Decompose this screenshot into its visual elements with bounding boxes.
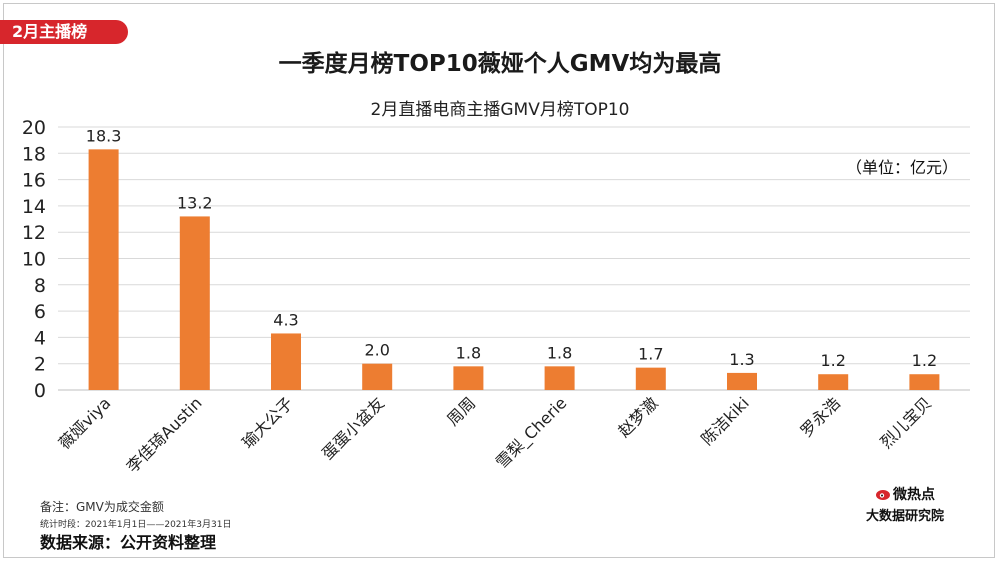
chart-subtitle: 2月直播电商主播GMV月榜TOP10 — [370, 100, 630, 120]
data-label: 4.3 — [273, 310, 298, 329]
brand-line1: 微热点 — [893, 487, 935, 503]
remark-note: 备注：GMV为成交金额 — [40, 500, 164, 514]
y-tick-label: 20 — [22, 117, 46, 139]
source-note: 数据来源：公开资料整理 — [40, 533, 217, 552]
y-tick-label: 10 — [22, 249, 46, 271]
y-tick-label: 2 — [34, 354, 46, 376]
bar — [88, 149, 119, 390]
y-tick-label: 18 — [22, 143, 46, 165]
data-label: 1.2 — [912, 351, 937, 370]
y-tick-label: 16 — [22, 170, 46, 192]
y-tick-label: 6 — [34, 301, 46, 323]
section-tag: 2月主播榜 — [0, 20, 128, 44]
y-tick-label: 0 — [34, 380, 46, 402]
y-tick-label: 8 — [34, 275, 46, 297]
slide-frame — [3, 3, 995, 558]
x-tick-label: 烈儿宝贝 — [877, 393, 936, 452]
x-tick-label: 赵梦澈 — [614, 393, 661, 440]
x-tick-label: 雪梨_Cherie — [492, 393, 571, 472]
bar — [635, 367, 666, 390]
bar — [179, 216, 210, 390]
brand-logo: 微热点 大数据研究院 — [866, 484, 944, 524]
data-label: 2.0 — [364, 341, 389, 360]
brand-line2: 大数据研究院 — [866, 509, 945, 524]
bar — [818, 374, 849, 390]
bar — [362, 363, 393, 390]
data-label: 1.8 — [547, 343, 572, 362]
bar — [909, 374, 940, 390]
x-tick-label: 薇娅viya — [55, 393, 115, 453]
bar — [271, 333, 301, 390]
x-tick-label: 陈洁kiki — [697, 393, 752, 448]
x-tick-label: 蛋蛋小盆友 — [318, 393, 388, 463]
period-note: 统计时段：2021年1月1日——2021年3月31日 — [40, 520, 232, 530]
weibo-eye-icon — [876, 489, 890, 500]
x-tick-label: 周周 — [443, 393, 479, 429]
y-tick-label: 12 — [22, 222, 46, 244]
bar — [727, 372, 757, 390]
bar — [544, 366, 575, 390]
data-label: 13.2 — [177, 193, 213, 212]
data-label: 1.2 — [820, 351, 845, 370]
x-tick-label: 李佳琦Austin — [123, 393, 206, 476]
bar — [453, 366, 484, 390]
data-label: 1.7 — [638, 345, 663, 364]
chart-title: 一季度月榜TOP10薇娅个人GMV均为最高 — [278, 51, 722, 77]
unit-label: （单位：亿元） — [846, 158, 959, 177]
y-tick-label: 14 — [22, 196, 46, 218]
data-label: 18.3 — [86, 126, 122, 145]
data-label: 1.3 — [729, 350, 754, 369]
data-label: 1.8 — [456, 343, 481, 362]
y-tick-label: 4 — [34, 327, 46, 349]
x-tick-label: 瑜大公子 — [238, 393, 297, 452]
x-tick-label: 罗永浩 — [797, 393, 844, 440]
